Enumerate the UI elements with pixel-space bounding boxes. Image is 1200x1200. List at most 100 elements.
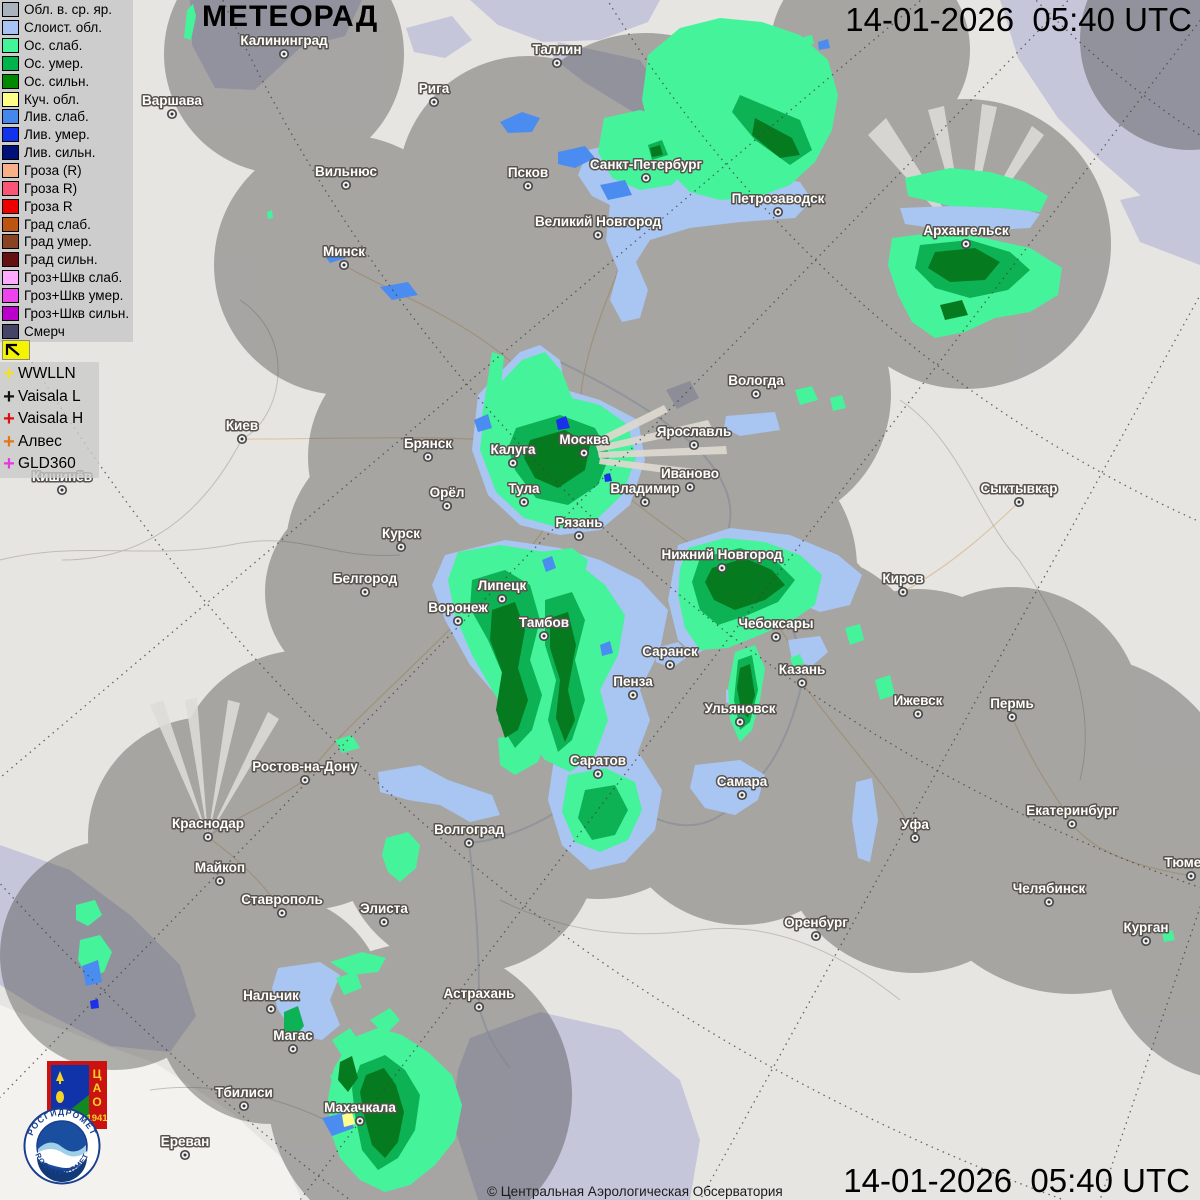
city-marker: Ярославль bbox=[655, 423, 733, 451]
legend-label: Лив. сильн. bbox=[24, 145, 96, 161]
city-dot-core bbox=[240, 437, 244, 441]
legend-row: Град умер. bbox=[2, 233, 133, 251]
legend-color-swatch bbox=[2, 2, 19, 18]
city-marker: Ижевск bbox=[892, 692, 944, 720]
city-dot-core bbox=[500, 597, 504, 601]
lightning-cross-icon: + bbox=[3, 430, 15, 453]
lightning-source-row: + Vaisala H bbox=[0, 408, 99, 431]
city-dot-core bbox=[477, 1005, 481, 1009]
city-marker: Рига bbox=[417, 80, 451, 108]
city-dot-core bbox=[1070, 822, 1074, 826]
precip-cumulus-layer bbox=[342, 1112, 355, 1127]
legend-label: Лив. умер. bbox=[24, 127, 90, 143]
city-dot-core bbox=[269, 1007, 273, 1011]
legend-color-swatch bbox=[2, 38, 19, 54]
city-dot-core bbox=[754, 392, 758, 396]
legend-row: Смерч bbox=[2, 322, 133, 340]
legend-color-swatch bbox=[2, 180, 19, 196]
city-label: Ярославль bbox=[657, 424, 732, 439]
city-label: Курган bbox=[1123, 920, 1168, 935]
city-marker: Москва bbox=[558, 431, 611, 459]
city-dot-core bbox=[291, 1047, 295, 1051]
cao-year: 1941 bbox=[86, 1113, 107, 1124]
legend-color-swatch bbox=[2, 216, 19, 232]
city-label: Самара bbox=[717, 774, 768, 789]
roshydromet-icon: РОСГИДРОМЕТ ROSHYDROMET bbox=[23, 1107, 101, 1185]
city-label: Таллин bbox=[532, 42, 581, 57]
city-dot-core bbox=[740, 793, 744, 797]
legend-label: Ос. сильн. bbox=[24, 73, 90, 89]
legend-row: Обл. в. ср. яр. bbox=[2, 1, 133, 19]
city-dot-core bbox=[800, 681, 804, 685]
city-marker: Челябинск bbox=[1011, 880, 1087, 908]
city-label: Санкт-Петербург bbox=[590, 157, 703, 172]
city-label: Саранск bbox=[642, 644, 698, 659]
city-marker: Пермь bbox=[989, 695, 1035, 723]
city-marker: Калининград bbox=[239, 32, 330, 60]
city-label: Ростов-на-Дону bbox=[252, 759, 358, 774]
city-label: Астрахань bbox=[444, 986, 515, 1001]
lightning-source-label: WWLLN bbox=[18, 365, 76, 383]
city-marker: Чебоксары bbox=[737, 615, 815, 643]
city-dot-core bbox=[668, 663, 672, 667]
city-label: Магас bbox=[273, 1028, 313, 1043]
city-label: Тбилиси bbox=[215, 1085, 273, 1100]
legend-row: Слоист. обл. bbox=[2, 19, 133, 37]
legend-row: Гроз+Шкв сильн. bbox=[2, 304, 133, 322]
legend-row: Лив. сильн. bbox=[2, 144, 133, 162]
legend-label: Обл. в. ср. яр. bbox=[24, 2, 113, 18]
legend-color-swatch bbox=[2, 287, 19, 303]
city-label: Вологда bbox=[728, 373, 784, 388]
legend-color-swatch bbox=[2, 20, 19, 36]
lightning-cross-icon: + bbox=[3, 408, 15, 431]
city-marker: Волгоград bbox=[433, 821, 506, 849]
legend-row: Град слаб. bbox=[2, 215, 133, 233]
city-label: Киров bbox=[882, 571, 923, 586]
city-dot-core bbox=[511, 461, 515, 465]
city-marker: Петрозаводск bbox=[730, 190, 826, 218]
white-sea bbox=[1000, 0, 1200, 202]
city-marker: Курск bbox=[380, 525, 422, 553]
city-marker: Воронеж bbox=[427, 599, 490, 627]
legend-label: Гроз+Шкв сильн. bbox=[24, 305, 130, 321]
legend-row: Ос. сильн. bbox=[2, 72, 133, 90]
city-label: Рязань bbox=[555, 515, 602, 530]
city-marker: Ставрополь bbox=[240, 891, 324, 919]
city-dot-core bbox=[774, 635, 778, 639]
city-marker: Липецк bbox=[476, 577, 528, 605]
legend-color-swatch bbox=[2, 323, 19, 339]
city-label: Владимир bbox=[610, 481, 679, 496]
city-label: Челябинск bbox=[1013, 881, 1086, 896]
legend-label: Гроз+Шкв умер. bbox=[24, 287, 124, 303]
gulf-of-finland bbox=[470, 0, 660, 42]
city-label: Архангельск bbox=[923, 223, 1009, 238]
city-label: Чебоксары bbox=[739, 616, 814, 631]
city-marker: Нижний Новгород bbox=[660, 546, 784, 574]
city-dot-core bbox=[526, 184, 530, 188]
city-marker: Ростов-на-Дону bbox=[251, 758, 360, 786]
city-label: Саратов bbox=[570, 753, 626, 768]
city-dot-core bbox=[964, 242, 968, 246]
city-label: Уфа bbox=[901, 817, 929, 832]
city-marker: Уфа bbox=[900, 816, 931, 844]
tornado-track-symbol bbox=[2, 340, 30, 360]
city-marker: Тамбов bbox=[517, 614, 571, 642]
white-sea-bay bbox=[1120, 182, 1200, 265]
city-dot-core bbox=[242, 1104, 246, 1108]
city-dot-core bbox=[738, 720, 742, 724]
city-label: Элиста bbox=[360, 901, 408, 916]
legend-label: Град сильн. bbox=[24, 252, 98, 268]
legend-label: Гроза (R) bbox=[24, 163, 82, 179]
legend-label: Смерч bbox=[24, 323, 65, 339]
city-marker: Краснодар bbox=[170, 815, 246, 843]
city-dot-core bbox=[282, 52, 286, 56]
city-label: Казань bbox=[779, 662, 826, 677]
city-marker: Элиста bbox=[359, 900, 410, 928]
city-dot-core bbox=[643, 500, 647, 504]
cao-letter: А bbox=[93, 1081, 102, 1095]
city-marker: Оренбург bbox=[783, 914, 850, 942]
lightning-source-row: + GLD360 bbox=[0, 453, 99, 476]
city-marker: Таллин bbox=[531, 41, 583, 69]
copyright-note: © Центральная Аэрологическая Обсерватори… bbox=[487, 1184, 783, 1199]
city-dot-core bbox=[814, 934, 818, 938]
